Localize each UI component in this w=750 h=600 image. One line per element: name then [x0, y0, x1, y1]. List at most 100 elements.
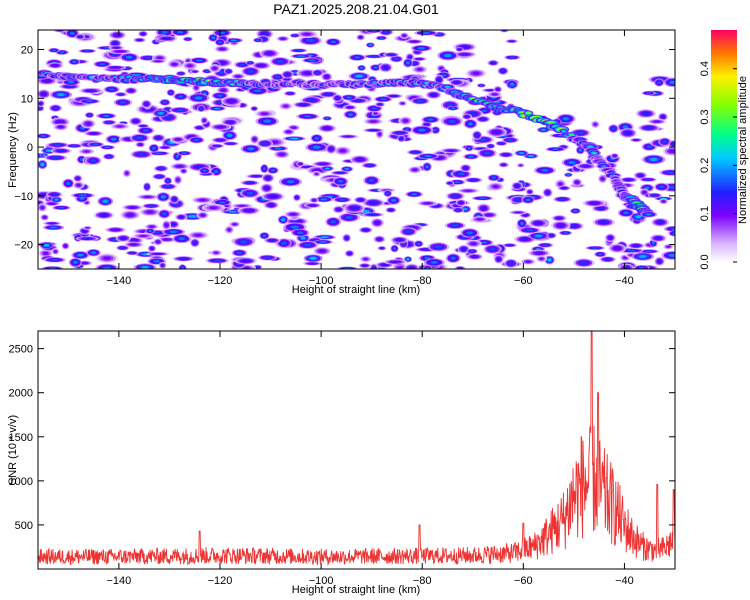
heatmap-cell [230, 39, 238, 42]
heatmap-cell [549, 234, 554, 237]
heatmap-cell [450, 107, 456, 110]
heatmap-cell [528, 155, 534, 157]
heatmap-cell [604, 258, 611, 261]
heatmap-cell [108, 88, 115, 91]
spectrogram-y-ticks: 20 10 0 −10 −20 [14, 45, 675, 252]
heatmap-cell [493, 130, 501, 134]
heatmap-cell [43, 79, 51, 83]
heatmap-cell [160, 195, 166, 199]
heatmap-cell [624, 131, 631, 135]
heatmap-cell [166, 179, 170, 183]
heatmap-cell [668, 149, 675, 153]
heatmap-cell [354, 56, 361, 59]
heatmap-cell [164, 185, 172, 188]
heatmap-cell [303, 166, 312, 168]
heatmap-cell [379, 98, 387, 101]
heatmap-cell [128, 206, 137, 209]
heatmap-cell [54, 198, 59, 201]
heatmap-cell [509, 56, 516, 59]
heatmap-cell [120, 236, 126, 240]
heatmap-cell [370, 55, 378, 58]
heatmap-cell [422, 248, 431, 251]
heatmap-cell [268, 203, 274, 207]
heatmap-cell [325, 93, 332, 96]
heatmap-cell [78, 194, 87, 197]
heatmap-cell [200, 213, 205, 217]
heatmap-cell [358, 198, 363, 202]
heatmap-cell [187, 64, 193, 68]
heatmap-cell [76, 183, 81, 187]
heatmap-cell [412, 151, 419, 154]
spectrogram-y-tick-label: 20 [21, 45, 33, 57]
heatmap-cell [281, 218, 286, 222]
heatmap-cell [149, 225, 155, 228]
heatmap-cell [448, 119, 456, 124]
heatmap-cell [651, 241, 655, 245]
heatmap-cell [85, 100, 94, 103]
heatmap-cell [559, 198, 566, 201]
heatmap-cell [457, 172, 465, 176]
heatmap-cell [661, 200, 666, 203]
heatmap-cell [649, 157, 658, 162]
colorbar-tick-label: 0.2 [699, 158, 711, 173]
heatmap-cell [85, 122, 91, 126]
heatmap-cell [454, 81, 460, 84]
spectrogram-panel: −140 −120 −100 −80 −60 −40 20 10 0 −10 −20 Height… [7, 29, 676, 296]
heatmap-cell [227, 70, 231, 73]
heatmap-cell [176, 109, 184, 112]
heatmap-cell [169, 230, 178, 233]
heatmap-cell [625, 178, 632, 181]
heatmap-cell [39, 102, 43, 105]
heatmap-cell [247, 69, 254, 73]
heatmap-cell [48, 222, 56, 225]
heatmap-cell [66, 181, 71, 185]
heatmap-cell [298, 163, 302, 165]
heatmap-cell [280, 37, 286, 40]
heatmap-cell [104, 146, 110, 149]
heatmap-cell [515, 184, 520, 188]
heatmap-cell [238, 205, 247, 207]
heatmap-cell [587, 145, 594, 148]
heatmap-cell [164, 223, 169, 227]
heatmap-cell [330, 40, 336, 44]
heatmap-cell [247, 147, 255, 151]
heatmap-cell [64, 244, 67, 248]
heatmap-cell [263, 119, 272, 123]
heatmap-cell [276, 59, 284, 63]
heatmap-cell [339, 149, 346, 153]
heatmap-cell [373, 66, 378, 69]
heatmap-cell [261, 112, 268, 116]
heatmap-cell [227, 99, 235, 103]
heatmap-cell [386, 192, 390, 195]
heatmap-cell [491, 176, 497, 179]
heatmap-cell [657, 220, 664, 224]
spectrogram-y-label: Frequency (Hz) [7, 112, 19, 188]
heatmap-cell [50, 258, 59, 261]
spectrogram-y-tick-label: −20 [14, 240, 33, 252]
spectrogram-y-tick-label: 10 [21, 93, 33, 105]
heatmap-cell [257, 64, 265, 67]
heatmap-cell [246, 191, 254, 195]
colorbar-tick-label: 0.4 [699, 61, 711, 76]
heatmap-cell [466, 231, 473, 235]
heatmap-cell [227, 228, 231, 232]
heatmap-cell [346, 96, 352, 99]
heatmap-cell [299, 103, 307, 106]
heatmap-cell [52, 64, 58, 67]
heatmap-cell [623, 256, 628, 259]
heatmap-cell [158, 167, 164, 170]
heatmap-cell [670, 227, 675, 230]
heatmap-cell [296, 231, 304, 235]
heatmap-cell [141, 125, 146, 127]
heatmap-cell [171, 62, 177, 66]
heatmap-cell [212, 66, 217, 70]
heatmap-cell [467, 147, 471, 150]
heatmap-cell [463, 166, 468, 170]
heatmap-cell [433, 128, 438, 132]
heatmap-cell [642, 191, 647, 194]
heatmap-cell [662, 140, 668, 144]
heatmap-cell [335, 96, 340, 100]
heatmap-cell [479, 84, 483, 87]
heatmap-cell [110, 137, 117, 141]
heatmap-cell [377, 237, 382, 241]
